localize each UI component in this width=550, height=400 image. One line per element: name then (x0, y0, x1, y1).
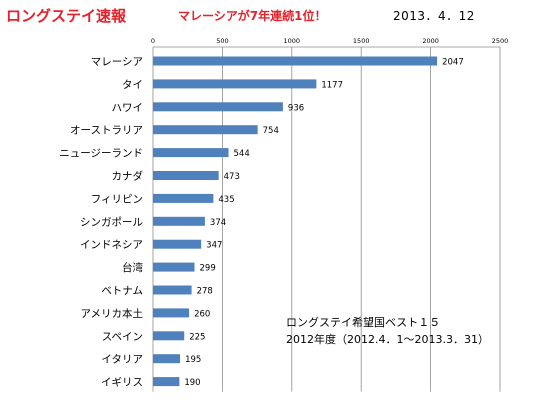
data-label: 278 (197, 287, 213, 297)
bar (153, 354, 181, 364)
data-label: 195 (185, 355, 201, 365)
category-label: インドネシア (80, 239, 143, 251)
category-label: イタリア (101, 354, 143, 366)
data-label: 299 (200, 264, 216, 274)
x-tick-label: 1500 (353, 37, 370, 45)
data-label: 435 (218, 195, 234, 205)
bar (153, 285, 192, 295)
bar (153, 331, 185, 341)
category-label: オーストラリア (70, 125, 143, 137)
x-tick-label: 2000 (422, 37, 439, 45)
data-label: 347 (206, 241, 222, 251)
category-label: タイ (122, 79, 143, 91)
data-label: 754 (263, 126, 279, 136)
data-label: 1177 (321, 80, 343, 90)
category-label: シンガポール (80, 216, 143, 228)
x-tick-label: 1000 (284, 37, 301, 45)
bar (153, 125, 258, 135)
bar (153, 262, 195, 272)
data-label: 2047 (442, 58, 464, 68)
bar (153, 239, 202, 249)
data-label: 936 (288, 103, 304, 113)
report-date: 2013．4．12 (393, 9, 475, 23)
header: ロングステイ速報 マレーシアが7年連続1位！ 2013．4．12 (0, 4, 550, 25)
chart-annotation: ロングステイ希望国ベスト１５ 2012年度（2012.4．1～2013.3．31… (286, 314, 489, 348)
category-label: スペイン (102, 331, 143, 343)
data-label: 374 (210, 218, 226, 228)
category-label: ニュージーランド (59, 148, 143, 160)
bar (153, 216, 205, 226)
data-label: 473 (224, 172, 240, 182)
data-label: 225 (189, 332, 205, 342)
bar (153, 148, 229, 158)
annotation-line-1: ロングステイ希望国ベスト１５ (286, 316, 441, 329)
bar (153, 377, 180, 387)
bar (153, 193, 214, 203)
bar (153, 56, 438, 66)
bar (153, 79, 317, 89)
category-label: アメリカ本土 (81, 307, 143, 320)
category-label: イギリス (101, 377, 143, 389)
x-tick-label: 2500 (492, 37, 509, 45)
annotation-line-2: 2012年度（2012.4．1～2013.3．31） (286, 333, 489, 346)
category-label: マレーシア (91, 56, 143, 68)
bar (153, 308, 190, 318)
category-label: ベトナム (101, 285, 143, 297)
x-tick-label: 500 (216, 37, 228, 45)
category-label: ハワイ (112, 102, 144, 114)
category-label: 台湾 (122, 261, 143, 274)
bar (153, 171, 219, 180)
x-tick-label: 0 (151, 37, 155, 45)
bar (153, 102, 283, 112)
data-label: 190 (184, 378, 200, 388)
headline: マレーシアが7年連続1位！ (178, 9, 327, 23)
page-title: ロングステイ速報 (6, 7, 127, 25)
data-label: 544 (234, 149, 250, 159)
data-label: 260 (194, 309, 210, 319)
category-label: カナダ (112, 170, 144, 183)
category-label: フィリピン (91, 193, 143, 205)
